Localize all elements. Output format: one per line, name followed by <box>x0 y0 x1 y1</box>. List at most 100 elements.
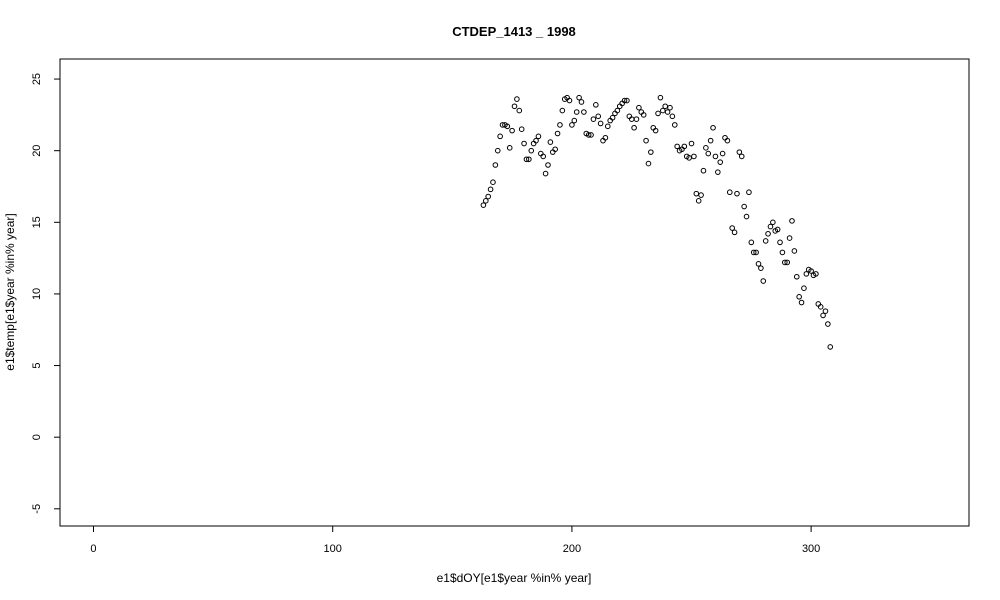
data-point <box>789 218 795 224</box>
data-point <box>604 123 611 130</box>
data-point <box>559 107 566 114</box>
data-point <box>798 299 805 306</box>
data-point <box>774 226 781 233</box>
data-point <box>750 249 757 256</box>
data-point <box>734 190 740 197</box>
data-point <box>526 156 532 163</box>
data-point <box>791 248 798 254</box>
data-point <box>645 160 652 167</box>
data-point <box>726 189 733 196</box>
data-point <box>492 162 499 168</box>
data-point <box>796 293 802 300</box>
data-point <box>636 104 642 111</box>
plot-frame <box>59 58 970 527</box>
data-point <box>664 109 671 115</box>
data-point <box>674 143 680 150</box>
data-point <box>514 96 520 102</box>
data-point <box>609 114 616 121</box>
y-tick-label: 5 <box>31 362 43 368</box>
data-point <box>566 97 573 104</box>
data-point <box>813 271 819 277</box>
data-point <box>724 137 731 144</box>
data-point <box>691 153 697 160</box>
data-point <box>784 259 791 266</box>
data-point <box>782 259 788 266</box>
data-point <box>480 202 487 208</box>
data-point <box>760 278 767 284</box>
chart-title: CTDEP_1413 _ 1998 <box>452 24 576 39</box>
data-point <box>738 153 745 160</box>
data-point <box>621 97 628 104</box>
data-point <box>640 112 647 118</box>
y-tick-label: 25 <box>31 73 43 85</box>
x-tick-label: 300 <box>802 543 820 555</box>
data-point <box>581 109 587 115</box>
data-point <box>648 149 654 155</box>
data-point <box>542 170 549 177</box>
data-point <box>506 145 513 151</box>
data-point <box>614 107 621 114</box>
data-point <box>655 110 661 117</box>
data-point <box>765 230 771 237</box>
data-point <box>753 249 759 256</box>
data-point <box>825 321 831 327</box>
data-point <box>494 147 501 154</box>
data-point <box>746 189 752 196</box>
data-point <box>643 137 649 144</box>
data-point <box>633 116 640 122</box>
data-point <box>535 133 542 140</box>
data-point <box>770 219 776 226</box>
data-point <box>528 147 535 154</box>
data-point <box>578 99 585 105</box>
data-point <box>588 132 594 138</box>
x-axis: 0 100 200 300 <box>90 526 820 555</box>
data-point <box>490 179 496 185</box>
data-point <box>518 126 525 132</box>
x-axis-label: e1$dOY[e1$year %in% year] <box>437 571 592 585</box>
data-point <box>540 153 547 160</box>
data-point <box>719 150 726 157</box>
data-point <box>657 94 664 101</box>
data-point <box>758 265 764 271</box>
data-point <box>688 140 695 147</box>
data-point <box>597 120 604 127</box>
x-tick-label: 100 <box>324 543 342 555</box>
data-point <box>569 122 575 128</box>
data-point <box>571 117 578 124</box>
data-point <box>485 193 491 200</box>
data-point <box>808 268 814 274</box>
data-point <box>509 127 515 134</box>
x-tick-label: 200 <box>563 543 581 555</box>
data-point <box>715 169 721 175</box>
data-point <box>602 134 609 141</box>
data-point <box>741 203 747 210</box>
data-point <box>686 155 692 161</box>
data-point <box>767 223 774 230</box>
data-point <box>557 122 563 128</box>
data-point <box>499 122 506 128</box>
data-point <box>511 103 518 110</box>
data-point <box>487 186 494 193</box>
x-tick-label: 0 <box>90 543 96 555</box>
data-point <box>817 304 824 310</box>
data-point <box>660 107 666 114</box>
data-point <box>710 124 716 131</box>
data-point <box>624 97 630 104</box>
data-point <box>779 249 786 256</box>
data-point <box>803 271 810 277</box>
data-point <box>504 123 511 130</box>
data-point <box>585 132 592 138</box>
data-point <box>669 113 676 120</box>
data-point <box>786 235 793 241</box>
data-point <box>523 156 530 163</box>
y-tick-label: 0 <box>31 434 43 440</box>
data-points <box>480 94 834 350</box>
data-point <box>736 149 743 155</box>
data-point <box>521 140 527 147</box>
data-point <box>516 107 523 114</box>
y-axis-label: e1$temp[e1$year %in% year] <box>3 213 17 370</box>
data-point <box>707 137 714 144</box>
data-point <box>545 162 551 168</box>
data-point <box>693 190 700 197</box>
